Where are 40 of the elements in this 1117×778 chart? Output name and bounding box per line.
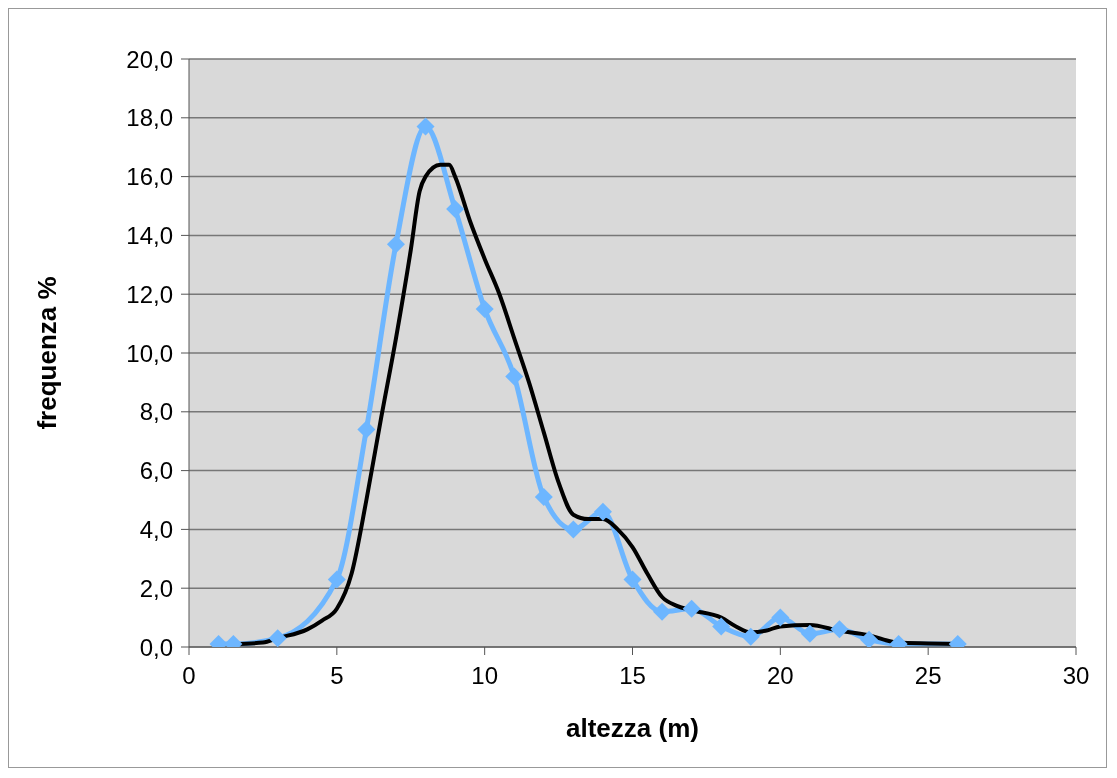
x-tick-label: 20 bbox=[766, 662, 794, 690]
x-tick-label: 30 bbox=[1062, 662, 1090, 690]
point bbox=[416, 117, 435, 136]
x-tick-label: 0 bbox=[182, 662, 196, 690]
y-tick-label: 8,0 bbox=[139, 398, 173, 426]
x-tick-label: 5 bbox=[330, 662, 344, 690]
point bbox=[268, 629, 287, 647]
point bbox=[505, 367, 524, 386]
point bbox=[386, 235, 405, 254]
y-tick-label: 12,0 bbox=[126, 280, 173, 308]
y-tick-label: 10,0 bbox=[126, 339, 173, 367]
point bbox=[593, 502, 612, 521]
point bbox=[741, 627, 760, 646]
y-tick-label: 20,0 bbox=[126, 45, 173, 73]
y-tick-label: 6,0 bbox=[139, 457, 173, 485]
point bbox=[623, 570, 642, 589]
x-tick-label: 25 bbox=[914, 662, 942, 690]
point bbox=[860, 630, 879, 647]
point bbox=[830, 620, 849, 639]
x-axis-title: altezza (m) bbox=[566, 713, 699, 743]
point bbox=[800, 624, 819, 643]
y-tick-label: 14,0 bbox=[126, 221, 173, 249]
point bbox=[564, 520, 583, 539]
point bbox=[534, 488, 553, 507]
y-tick-label: 18,0 bbox=[126, 104, 173, 132]
y-axis-title: frequenza % bbox=[32, 276, 63, 430]
point bbox=[327, 570, 346, 589]
x-tick-label: 10 bbox=[471, 662, 499, 690]
y-tick-label: 0,0 bbox=[139, 633, 173, 661]
y-tick-label: 4,0 bbox=[139, 515, 173, 543]
x-tick-label: 15 bbox=[619, 662, 646, 690]
y-tick-label: 2,0 bbox=[139, 574, 173, 602]
y-tick-label: 16,0 bbox=[126, 163, 173, 191]
point bbox=[475, 299, 494, 318]
point bbox=[446, 199, 465, 218]
point bbox=[653, 602, 672, 621]
point bbox=[357, 420, 376, 439]
point bbox=[771, 608, 790, 627]
point bbox=[682, 599, 701, 618]
point bbox=[712, 617, 731, 636]
